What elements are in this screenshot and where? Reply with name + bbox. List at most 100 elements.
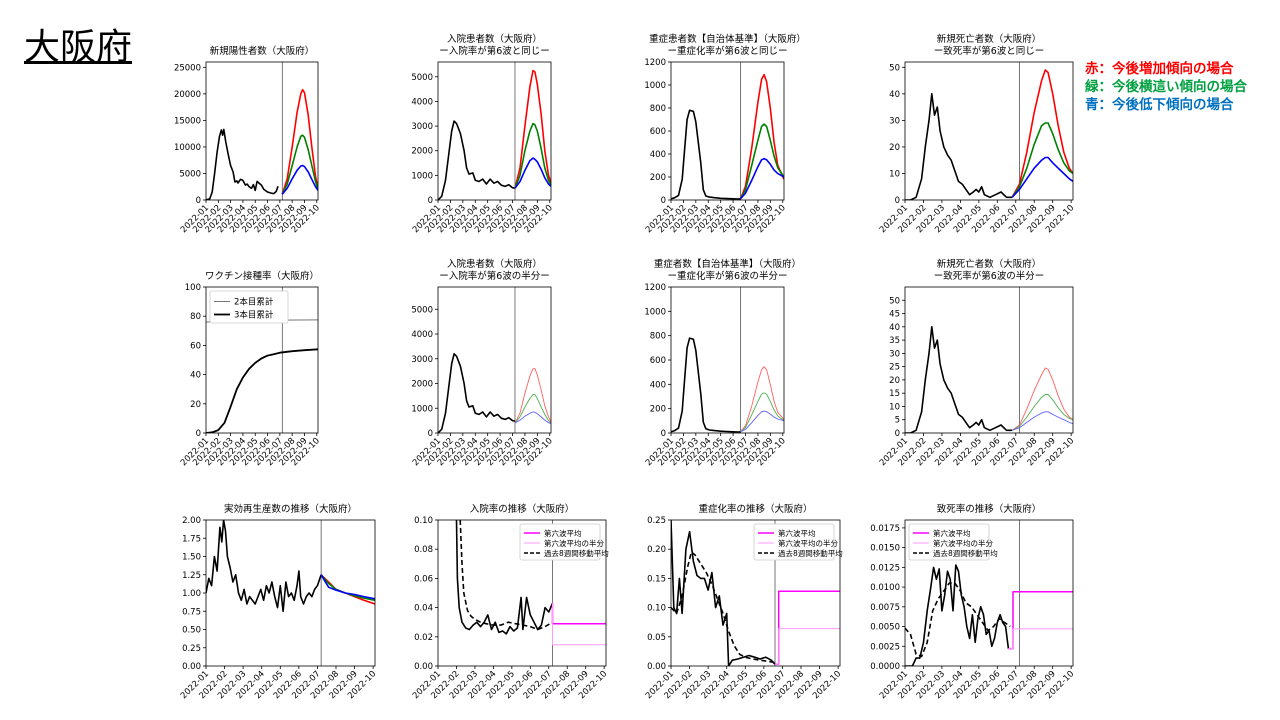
chart-title: ー入院率が第6波の半分ー (439, 270, 550, 282)
chart-panel-10: 入院率の推移（大阪府）0.000.020.040.060.080.102022-… (411, 503, 609, 701)
y-tick-label: 0.25 (647, 516, 666, 526)
chart-title: ー重症化率が第6波の半分ー (667, 270, 787, 282)
chart-title: 新規死亡者数（大阪府） (937, 33, 1042, 45)
y-tick-label: 100 (185, 283, 201, 293)
plot-frame (670, 519, 841, 667)
legend-label: 第六波平均の半分 (544, 538, 604, 548)
y-tick-label: 5000 (411, 305, 433, 315)
chart-title: 入院率の推移（大阪府） (470, 503, 575, 515)
y-tick-label: 1.25 (182, 571, 201, 581)
y-tick-label: 0.0100 (870, 583, 900, 593)
chart-title: 実効再生産数の推移（大阪府） (224, 503, 357, 515)
series-line-2 (281, 88, 318, 195)
y-tick-label: 15 (889, 389, 900, 399)
y-tick-label: 0.02 (414, 633, 433, 643)
legend-label: 2本目累計 (234, 297, 274, 308)
y-tick-label: 600 (650, 356, 666, 366)
y-tick-label: 1200 (644, 58, 666, 68)
series-line-4 (740, 410, 784, 433)
y-tick-label: 800 (650, 104, 666, 114)
y-tick-label: 0 (895, 429, 900, 439)
series-line-2 (905, 582, 1011, 658)
legend-label: 第六波平均 (933, 528, 971, 538)
series-line-3 (551, 603, 606, 625)
y-tick-label: 5000 (411, 73, 433, 83)
plot-frame (437, 286, 552, 434)
legend-label: 第六波平均 (544, 528, 582, 538)
chart-panel-9: 実効再生産数の推移（大阪府） 0.00 0.25 0.50 0.75 1.00 1.25 1.… (179, 503, 378, 701)
series-line-4 (514, 157, 551, 189)
y-tick-label: 5 (895, 416, 900, 426)
y-tick-label: 40 (889, 90, 900, 100)
y-tick-label: 2.00 (182, 516, 201, 526)
chart-title: ー致死率が第6波の半分ー (934, 270, 1045, 282)
y-tick-label: 25 (889, 363, 900, 373)
series-line-3 (1011, 122, 1073, 198)
y-tick-label: 80 (190, 312, 201, 322)
series-line-4 (552, 603, 606, 646)
y-tick-label: 0.00 (647, 662, 666, 672)
series-line-2 (740, 366, 784, 433)
y-tick-label: 20 (889, 143, 900, 153)
y-tick-label: 0.50 (182, 626, 201, 636)
series-line-1 (905, 564, 1010, 666)
chart-title: 重症患者数【自治体基準】（大阪府） (649, 33, 806, 45)
y-tick-label: 0.0050 (870, 623, 900, 633)
legend-label: 過去8週間移動平均 (544, 548, 609, 558)
y-tick-label: 30 (889, 349, 900, 359)
series-line-3 (739, 123, 784, 200)
series-line-3 (514, 122, 551, 189)
y-tick-label: 1.75 (182, 534, 201, 544)
series-line-4 (1011, 411, 1073, 431)
y-tick-label: 15000 (174, 116, 201, 126)
series-line-1 (671, 109, 741, 200)
series-line-3 (514, 394, 551, 424)
y-tick-label: 200 (650, 405, 666, 415)
y-tick-label: 0.10 (647, 604, 666, 614)
chart-title: ー入院率が第6波と同じー (439, 45, 550, 57)
y-tick-label: 0 (428, 196, 433, 206)
plot-frame (205, 286, 319, 434)
series-line-4 (775, 628, 840, 665)
y-tick-label: 1000 (644, 81, 666, 91)
chart-panel-6: 入院患者数（大阪府）ー入院率が第6波の半分ー 0 1000 2000 3000 4000 5… (411, 258, 555, 468)
chart-title: 入院患者数（大阪府） (447, 33, 542, 45)
y-tick-label: 0 (895, 196, 900, 206)
y-tick-label: 0 (196, 196, 201, 206)
y-tick-label: 400 (650, 150, 666, 160)
y-tick-label: 600 (650, 127, 666, 137)
plot-frame (205, 61, 319, 201)
y-tick-label: 4000 (411, 97, 433, 107)
series-line-2 (514, 69, 551, 189)
y-tick-label: 35 (889, 336, 900, 346)
chart-title: 新規陽性者数（大阪府） (210, 45, 315, 57)
y-tick-label: 10 (889, 402, 900, 412)
y-tick-label: 0.00 (414, 662, 433, 672)
series-line-1 (438, 120, 516, 200)
series-line-4 (514, 411, 551, 425)
chart-title: 新規死亡者数（大阪府） (937, 258, 1042, 270)
series-line-2 (1011, 69, 1073, 198)
chart-title: ー致死率が第6波と同じー (934, 45, 1045, 57)
chart-panel-4: 新規死亡者数（大阪府）ー致死率が第6波と同じー010203040502022-0… (878, 33, 1076, 235)
series-line-4 (1008, 628, 1073, 650)
y-tick-label: 0.10 (414, 516, 433, 526)
legend-label: 3本目累計 (234, 310, 274, 321)
series-line-2 (320, 574, 375, 605)
y-tick-label: 0.0000 (870, 662, 900, 672)
chart-title: 致死率の推移（大阪府） (937, 503, 1042, 515)
y-tick-label: 0.0175 (870, 524, 900, 534)
y-tick-label: 60 (190, 341, 201, 351)
series-line-3 (1011, 394, 1073, 431)
series-line-4 (320, 574, 375, 600)
y-tick-label: 0.25 (182, 644, 201, 654)
plot-frame (904, 286, 1074, 434)
y-tick-label: 20000 (174, 90, 201, 100)
legend-label: 過去8週間移動平均 (933, 548, 998, 558)
series-line-4 (281, 164, 318, 195)
y-tick-label: 50 (889, 63, 900, 73)
y-tick-label: 1.50 (182, 553, 201, 563)
